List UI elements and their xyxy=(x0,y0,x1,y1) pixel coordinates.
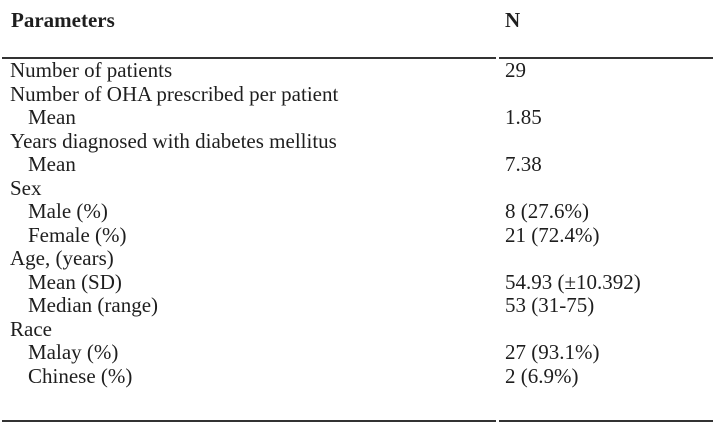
row-value xyxy=(497,177,505,201)
row-value xyxy=(497,130,505,154)
table-row: Number of OHA prescribed per patient xyxy=(0,83,724,107)
table-row: Years diagnosed with diabetes mellitus xyxy=(0,130,724,154)
row-label: Median (range) xyxy=(28,294,159,317)
table-row: Chinese (%) 2 (6.9%) xyxy=(0,363,724,389)
table-row: Mean 7.38 xyxy=(0,152,724,177)
table-row: Female (%) 21 (72.4%) xyxy=(0,222,724,248)
table-row: Race xyxy=(0,318,724,342)
row-value: 1.85 xyxy=(505,105,542,129)
row-value: 21 (72.4%) xyxy=(505,222,600,247)
row-label: Mean xyxy=(28,106,76,129)
table-row: Sex xyxy=(0,177,724,201)
row-value: 7.38 xyxy=(505,152,542,176)
row-label: Sex xyxy=(10,176,42,200)
row-label: Chinese (%) xyxy=(28,364,133,388)
row-label: Female (%) xyxy=(28,223,127,247)
header-rule-left-segment xyxy=(2,57,496,59)
table-row: Male (%) 8 (27.6%) xyxy=(0,199,724,224)
row-value: 53 (31-75) xyxy=(505,293,595,317)
table-header-row: Parameters N xyxy=(0,0,724,32)
bottom-rule-left-segment xyxy=(2,420,496,422)
header-rule xyxy=(2,57,713,59)
table-row: Mean 1.85 xyxy=(0,105,724,130)
row-value xyxy=(497,247,505,271)
table-row: Number of patients 29 xyxy=(0,58,724,83)
table-row: Median (range) 53 (31-75) xyxy=(0,293,724,318)
row-label: Male (%) xyxy=(28,200,108,223)
table-row: Mean (SD) 54.93 (±10.392) xyxy=(0,269,724,295)
table-row: Malay (%) 27 (93.1%) xyxy=(0,340,724,365)
header-rule-right-segment xyxy=(499,57,713,59)
bottom-rule-right-segment xyxy=(499,420,713,422)
table-row: Age, (years) xyxy=(0,247,724,271)
row-value: 8 (27.6%) xyxy=(505,199,589,223)
row-label: Age, (years) xyxy=(10,247,114,270)
row-label: Number of OHA prescribed per patient xyxy=(10,82,339,106)
column-header-n: N xyxy=(505,8,521,32)
row-label: Malay (%) xyxy=(28,341,119,364)
column-header-parameters: Parameters xyxy=(11,8,115,32)
row-value: 54.93 (±10.392) xyxy=(505,269,641,294)
row-value: 27 (93.1%) xyxy=(505,340,600,364)
bottom-rule xyxy=(2,420,713,422)
table-body: Number of patients 29 Number of OHA prescr… xyxy=(0,58,724,389)
row-label: Years diagnosed with diabetes mellitus xyxy=(10,129,337,153)
row-value: 29 xyxy=(505,58,526,82)
row-label: Race xyxy=(10,317,52,341)
row-value xyxy=(497,83,505,107)
row-label: Mean (SD) xyxy=(28,270,122,294)
row-label: Number of patients xyxy=(10,59,173,82)
row-value xyxy=(497,318,505,342)
row-label: Mean xyxy=(28,153,76,176)
row-value: 2 (6.9%) xyxy=(505,363,579,388)
